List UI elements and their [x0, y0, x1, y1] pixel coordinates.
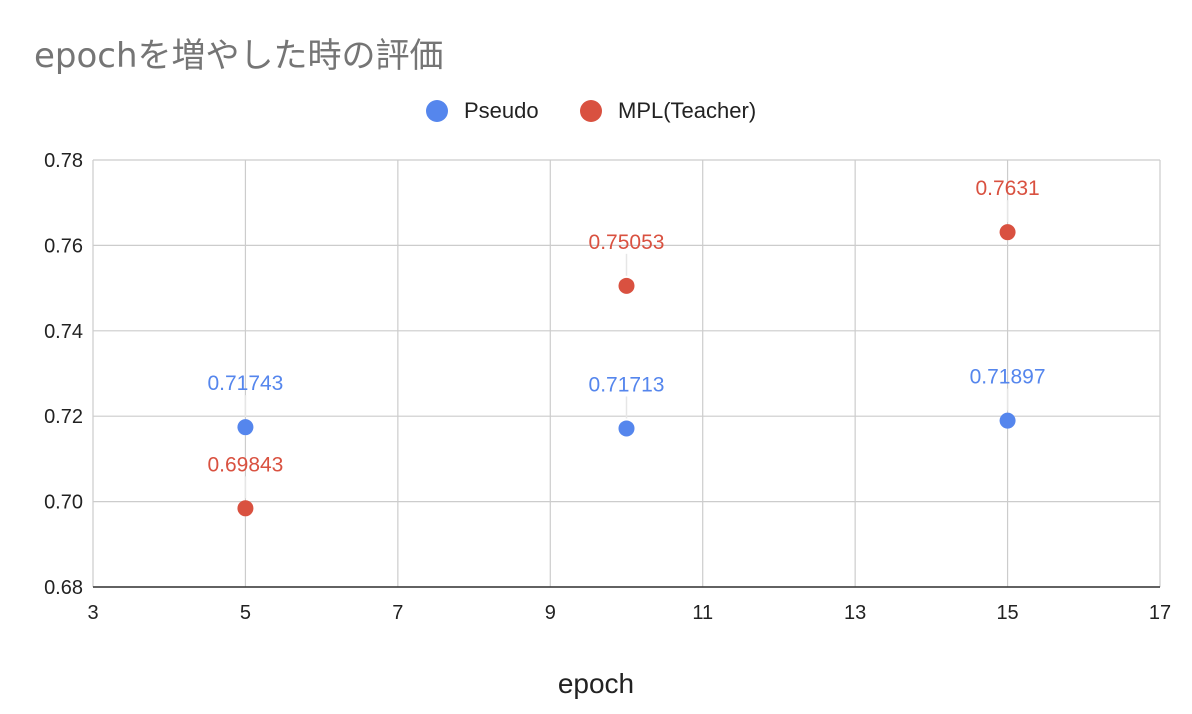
data-label-mpl-teacher: 0.7631 — [975, 177, 1039, 200]
data-point-pseudo — [999, 412, 1016, 429]
x-tick-label: 11 — [692, 602, 713, 624]
legend-item-pseudo[interactable]: Pseudo — [426, 96, 539, 126]
legend-marker-mpl-teacher — [580, 100, 602, 122]
data-point-mpl-teacher — [618, 277, 635, 294]
y-tick-label: 0.76 — [44, 235, 83, 257]
y-tick-label: 0.74 — [44, 321, 83, 343]
data-point-mpl-teacher — [237, 500, 254, 517]
x-axis-label: epoch — [557, 668, 635, 699]
y-tick-label: 0.70 — [44, 492, 83, 514]
x-tick-label: 15 — [996, 602, 1018, 624]
legend-label-pseudo: Pseudo — [464, 98, 539, 123]
data-label-mpl-teacher: 0.75053 — [589, 231, 665, 254]
x-tick-label: 3 — [87, 602, 98, 624]
data-point-pseudo — [237, 419, 254, 436]
y-tick-label: 0.68 — [44, 577, 83, 599]
data-point-pseudo — [618, 420, 635, 437]
x-tick-label: 7 — [392, 602, 403, 624]
data-point-mpl-teacher — [999, 224, 1016, 241]
x-tick-label: 5 — [240, 602, 251, 624]
chart-title: epochを増やした時の評価 — [34, 36, 444, 76]
data-label-pseudo: 0.71743 — [207, 372, 283, 395]
y-tick-label: 0.78 — [44, 150, 83, 172]
data-label-pseudo: 0.71713 — [589, 373, 665, 396]
data-label-mpl-teacher: 0.69843 — [207, 453, 283, 476]
legend-item-mpl-teacher[interactable]: MPL(Teacher) — [580, 96, 756, 126]
x-tick-label: 13 — [844, 602, 866, 624]
y-tick-label: 0.72 — [44, 406, 83, 428]
legend: Pseudo MPL(Teacher) — [0, 96, 1192, 126]
legend-label-mpl-teacher: MPL(Teacher) — [618, 98, 757, 123]
x-tick-label: 17 — [1149, 602, 1171, 624]
data-label-pseudo: 0.71897 — [970, 366, 1046, 389]
x-tick-label: 9 — [545, 602, 556, 624]
legend-marker-pseudo — [426, 100, 448, 122]
